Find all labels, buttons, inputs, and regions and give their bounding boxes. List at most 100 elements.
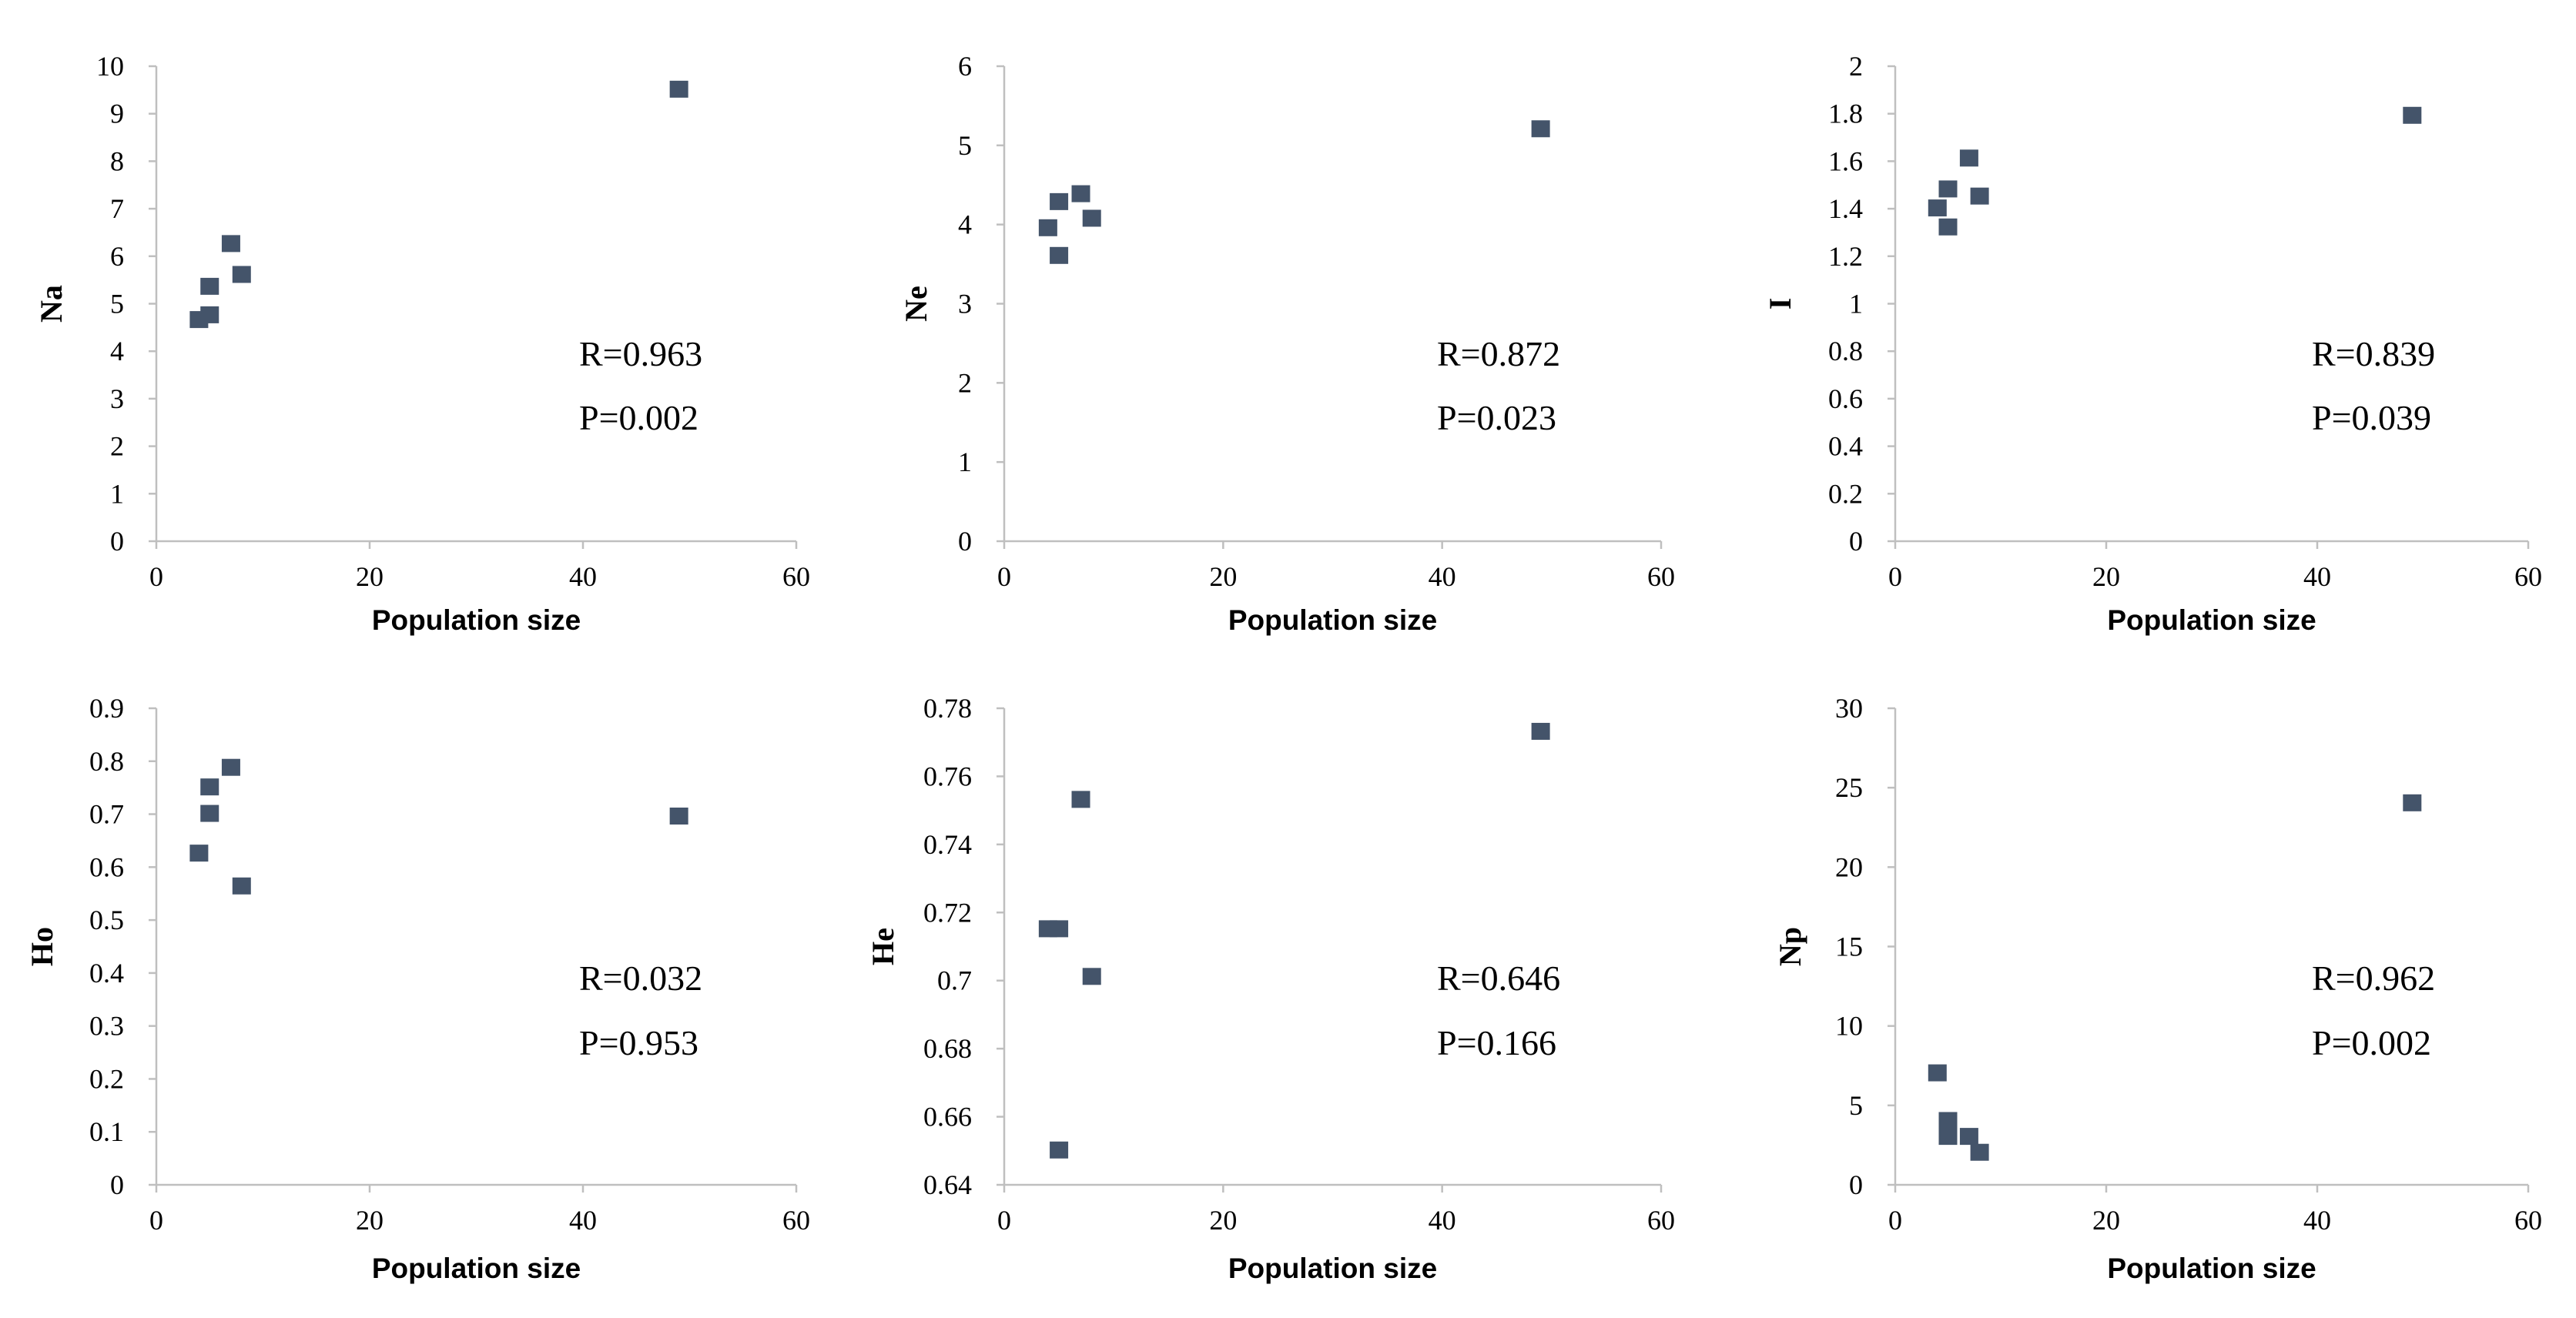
y-tick-label: 5	[110, 289, 124, 319]
data-point	[1531, 120, 1550, 138]
y-tick-label: 20	[1835, 851, 1863, 882]
x-tick-label: 0	[997, 1205, 1011, 1236]
y-tick-label: 1	[958, 447, 972, 477]
y-tick-label: 1.6	[1828, 146, 1863, 176]
x-axis-label: Population size	[372, 604, 581, 636]
y-tick-label: 3	[958, 289, 972, 319]
y-tick-label: 0.2	[1828, 478, 1863, 509]
y-tick-label: 5	[958, 130, 972, 161]
data-point	[189, 845, 209, 862]
x-tick-label: 20	[1209, 561, 1237, 592]
y-tick-label: 10	[96, 51, 124, 82]
y-tick-label: 6	[110, 241, 124, 272]
x-tick-label: 60	[782, 1205, 810, 1236]
y-tick-label: 0.9	[89, 693, 124, 724]
x-axis-label: Population size	[2107, 604, 2316, 636]
y-tick-label: 0.6	[89, 851, 124, 882]
x-tick-label: 40	[2303, 561, 2331, 592]
y-tick-label: 10	[1835, 1011, 1863, 1042]
y-tick-label: 4	[110, 336, 124, 366]
y-tick-label: 0	[1849, 526, 1863, 557]
x-tick-label: 40	[569, 1205, 597, 1236]
correlation-r-label: R=0.963	[579, 334, 702, 373]
data-point	[1071, 185, 1090, 202]
p-value-label: P=0.039	[2312, 398, 2431, 437]
y-axis-label: Ho	[25, 927, 59, 966]
y-tick-label: 1.4	[1828, 193, 1863, 224]
scatter-plot-na: 0 1 2 3 4 5 6 7 8 9 10 0 20 40 60 Population size Na R=0.…	[34, 51, 810, 636]
correlation-r-label: R=0.962	[2312, 958, 2435, 998]
x-tick-label: 60	[1647, 1205, 1675, 1236]
y-axis-label: He	[866, 928, 900, 965]
y-tick-label: 0.76	[923, 761, 972, 791]
x-axis-label: Population size	[1228, 604, 1437, 636]
data-point	[1038, 219, 1057, 236]
y-tick-label: 0.68	[923, 1033, 972, 1064]
data-point	[1938, 1112, 1958, 1129]
data-point	[669, 807, 688, 825]
data-point	[1928, 199, 1947, 217]
y-tick-label: 0	[110, 1169, 124, 1200]
y-tick-label: 0.74	[923, 829, 972, 860]
data-point	[1082, 209, 1101, 227]
x-tick-label: 60	[2514, 561, 2542, 592]
x-tick-label: 0	[1888, 1205, 1902, 1236]
data-point	[221, 235, 240, 253]
scatter-plot-np: 0 5 10 15 20 25 30 0 20 40 60 Population size Np R=0.…	[1773, 693, 2542, 1284]
y-tick-label: 0	[110, 526, 124, 557]
data-point	[221, 758, 240, 776]
x-tick-label: 20	[2092, 561, 2120, 592]
data-point	[1071, 791, 1090, 808]
data-point	[200, 805, 219, 822]
x-tick-label: 20	[356, 1205, 384, 1236]
x-tick-label: 0	[149, 1205, 163, 1236]
correlation-r-label: R=0.872	[1437, 334, 1560, 373]
data-point	[1959, 1128, 1978, 1146]
p-value-label: P=0.002	[2312, 1023, 2431, 1062]
y-tick-label: 3	[110, 383, 124, 414]
y-tick-label: 15	[1835, 932, 1863, 962]
data-point	[232, 877, 251, 895]
data-point	[1959, 149, 1978, 167]
data-point	[2403, 106, 2422, 124]
data-point	[1050, 192, 1069, 210]
y-tick-label: 0.64	[923, 1169, 972, 1200]
x-tick-label: 60	[2514, 1205, 2542, 1236]
x-tick-label: 40	[1429, 561, 1456, 592]
x-tick-label: 60	[1647, 561, 1675, 592]
scatter-plot-ho: 0 0.1 0.2 0.3 0.4 0.5 0.6 0.7 0.8 0.9 0 20 40 60 Popul…	[25, 693, 810, 1284]
x-tick-label: 60	[782, 561, 810, 592]
data-point	[200, 306, 219, 323]
data-point	[200, 277, 219, 295]
correlation-r-label: R=0.032	[579, 958, 702, 998]
correlation-r-label: R=0.839	[2312, 334, 2435, 373]
y-tick-label: 25	[1835, 772, 1863, 803]
data-point	[1938, 180, 1958, 198]
y-tick-label: 9	[110, 99, 124, 129]
p-value-label: P=0.953	[579, 1023, 698, 1062]
y-tick-label: 5	[1849, 1090, 1863, 1121]
y-tick-label: 0.66	[923, 1102, 972, 1132]
data-point	[1970, 187, 1989, 205]
y-tick-label: 30	[1835, 693, 1863, 724]
y-tick-label: 0.5	[89, 905, 124, 935]
data-point	[1050, 920, 1069, 938]
y-tick-label: 0.8	[1828, 336, 1863, 366]
x-tick-label: 20	[1209, 1205, 1237, 1236]
y-tick-label: 0	[958, 526, 972, 557]
y-tick-label: 1.8	[1828, 99, 1863, 129]
y-tick-label: 0.7	[937, 965, 972, 996]
p-value-label: P=0.023	[1437, 398, 1556, 437]
x-tick-label: 40	[1429, 1205, 1456, 1236]
y-tick-label: 2	[1849, 51, 1863, 82]
y-tick-label: 1.2	[1828, 241, 1863, 272]
y-axis-label: Ne	[899, 286, 933, 322]
y-tick-label: 8	[110, 146, 124, 176]
scatter-plot-he: 0.64 0.66 0.68 0.7 0.72 0.74 0.76 0.78 0 20 40 60 Po…	[866, 693, 1675, 1284]
y-tick-label: 0.4	[1828, 431, 1863, 462]
y-axis-label: Np	[1773, 927, 1807, 966]
y-axis-label: Na	[34, 285, 69, 323]
correlation-r-label: R=0.646	[1437, 958, 1560, 998]
p-value-label: P=0.002	[579, 398, 698, 437]
